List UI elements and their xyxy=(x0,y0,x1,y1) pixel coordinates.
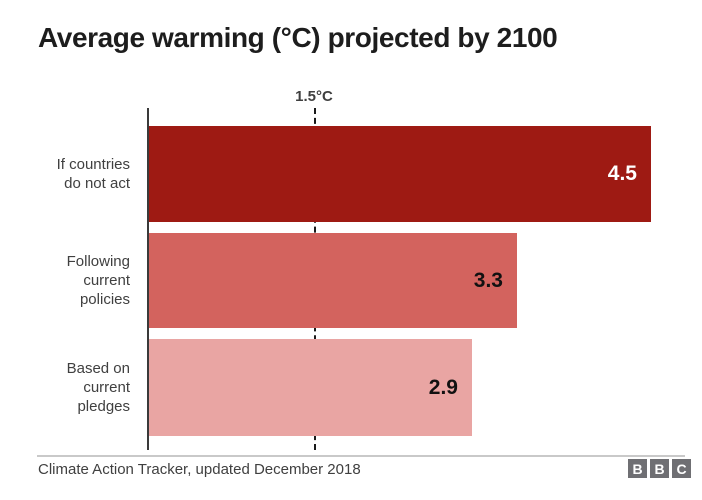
bar-following-current-policies: 3.3 xyxy=(149,233,517,328)
bbc-logo-block: B xyxy=(628,459,647,478)
footer-divider xyxy=(37,455,685,457)
chart-title: Average warming (°C) projected by 2100 xyxy=(38,22,558,53)
bar-value-label: 4.5 xyxy=(607,162,637,185)
bbc-logo: B B C xyxy=(628,459,691,478)
bar-value-label: 3.3 xyxy=(473,268,503,292)
bar-value-label: 2.9 xyxy=(428,375,458,399)
source-attribution: Climate Action Tracker, updated December… xyxy=(38,461,361,478)
category-label: Based on current pledges xyxy=(66,359,130,416)
bbc-logo-block: C xyxy=(672,459,691,478)
y-axis-line xyxy=(147,108,149,450)
bar-based-on-current-pledges: 2.9 xyxy=(149,339,472,436)
reference-line-label: 1.5°C xyxy=(295,88,333,105)
bar-if-countries-do-not-act: 4.5 xyxy=(149,126,651,222)
category-label: If countries do not act xyxy=(56,155,130,192)
bbc-logo-block: B xyxy=(650,459,669,478)
category-label: Following current policies xyxy=(66,252,130,309)
